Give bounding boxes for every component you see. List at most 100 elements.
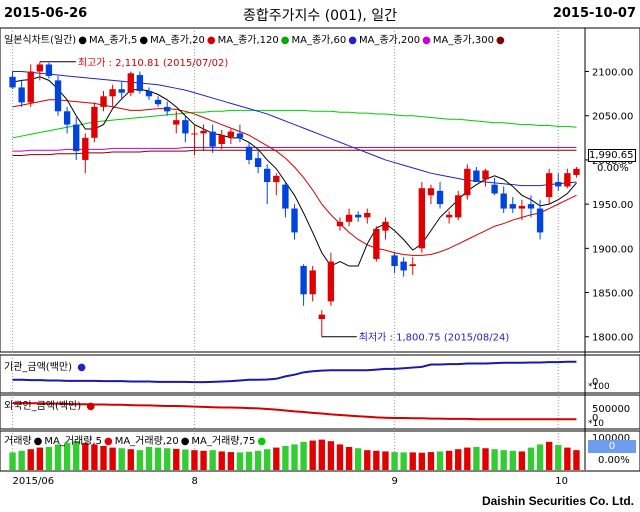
- volume-legend: 거래량 ● MA_거래량,5 ● MA_거래량,20 ● MA_거래량,75 ●: [4, 432, 268, 447]
- candle-body: [82, 137, 89, 160]
- candle-body: [364, 212, 371, 218]
- volume-bar: [45, 446, 53, 470]
- volume-bar: [18, 450, 25, 470]
- price-legend: 일본식차트(일간) ● MA_종가,5 ● MA_종가,20 ● MA_종가,120 ● MA_…: [4, 31, 507, 46]
- candle-body: [209, 131, 216, 147]
- inst-frame: [0, 354, 640, 394]
- foreign-scale: *10: [588, 419, 604, 429]
- candle-body: [36, 64, 44, 72]
- volume-bar: [464, 447, 471, 470]
- volume-bar: [418, 452, 426, 470]
- candle-body: [136, 75, 144, 91]
- foreign-y-tick-zero: 0: [592, 413, 598, 424]
- x-tick-label: 10: [555, 476, 568, 487]
- volume-bar: [245, 451, 253, 470]
- volume-bar: [354, 448, 362, 470]
- x-tick-label: 8: [191, 476, 197, 487]
- volume-bar: [445, 450, 453, 470]
- volume-bar: [309, 440, 316, 470]
- volume-bar: [500, 450, 507, 470]
- candle-body: [564, 173, 571, 187]
- candle-body: [27, 71, 34, 103]
- volume-bar: [291, 444, 298, 470]
- candle-body: [227, 131, 235, 137]
- footer-credit: Daishin Securities Co. Ltd.: [481, 494, 634, 508]
- high-annotation: 최고가 : 2,110.81 (2015/07/02): [78, 57, 229, 69]
- candle-body: [154, 99, 162, 105]
- volume-bar: [109, 447, 116, 470]
- volume-bar: [154, 447, 162, 470]
- ma5-line: [12, 76, 577, 267]
- volume-bar: [555, 445, 562, 470]
- chart-title: 종합주가지수 (001), 일간: [242, 8, 398, 24]
- volume-bar: [564, 447, 571, 470]
- legend-marker: ●: [33, 436, 43, 447]
- candle-body: [545, 173, 553, 198]
- ma120-line: [12, 109, 577, 139]
- volume-bar: [200, 450, 207, 470]
- start-date: 2015-06-26: [4, 6, 88, 21]
- volume-bar: [373, 450, 380, 470]
- candle-body: [182, 120, 189, 134]
- volume-bar: [36, 447, 44, 470]
- y-tick-label: 2100.00: [592, 68, 633, 79]
- ma300-line: [12, 147, 577, 152]
- volume-bar: [364, 450, 371, 470]
- candle-body: [282, 184, 289, 209]
- candle-body: [264, 168, 271, 183]
- candle-body: [482, 170, 489, 180]
- candle-body: [527, 204, 535, 209]
- foreign-y-tick: 500000: [592, 404, 630, 415]
- candle-body: [18, 87, 25, 103]
- volume-frame: [0, 430, 640, 472]
- candle-body: [418, 188, 426, 249]
- volume-bar: [54, 444, 62, 470]
- foreign-legend-label: 외국인_금액(백만): [4, 401, 82, 412]
- candle-body: [145, 90, 153, 97]
- candle-body: [409, 264, 416, 267]
- volume-bar: [436, 451, 444, 470]
- candle-body: [500, 193, 507, 209]
- low-annotation: 최저가 : 1,800.75 (2015/08/24): [359, 332, 510, 344]
- inst-scale: *100: [588, 382, 610, 392]
- candle-body: [518, 205, 526, 209]
- candle-body: [273, 175, 280, 183]
- candle-body: [327, 261, 335, 302]
- candle-body: [536, 208, 544, 233]
- volume-bar: [227, 452, 235, 470]
- price-frame: [0, 27, 640, 353]
- candle-body: [473, 170, 480, 183]
- legend-item: 일본식차트(일간): [4, 35, 77, 46]
- candle-body: [118, 89, 125, 93]
- volume-bar: [345, 446, 353, 470]
- volume-bar: [136, 450, 144, 470]
- volume-bar: [573, 450, 580, 470]
- candle-body: [191, 133, 198, 135]
- end-date: 2015-10-07: [552, 6, 636, 21]
- candle-body: [127, 73, 134, 93]
- volume-bar: [273, 447, 280, 470]
- legend-item: 거래량: [4, 436, 32, 447]
- y-tick-label: 2050.00: [592, 112, 633, 123]
- volume-bar: [163, 448, 171, 470]
- candle-body: [291, 208, 298, 233]
- volume-bar: [100, 446, 107, 470]
- inst-legend-label: 기관_금액(백만): [4, 362, 73, 373]
- legend-marker: ●: [257, 436, 267, 447]
- candle-body: [173, 120, 180, 125]
- change-pct: 0.00%: [597, 163, 629, 174]
- volume-bar: [455, 449, 462, 470]
- volume-bar: [318, 439, 325, 470]
- inst-y-tick: 0: [592, 377, 598, 388]
- chart-header: 2015-06-26 종합주가지수 (001), 일간 2015-10-07: [0, 0, 640, 28]
- legend-item: MA_거래량,75: [191, 436, 256, 447]
- volume-bar: [327, 441, 335, 470]
- candle-body: [100, 96, 107, 107]
- legend-item: MA_종가,200: [359, 35, 421, 46]
- inst-legend: 기관_금액(백만) ●: [4, 358, 88, 373]
- candle-body: [45, 64, 53, 76]
- volume-bar: [91, 444, 98, 470]
- candle-body: [309, 270, 316, 295]
- volume-bar: [9, 452, 16, 470]
